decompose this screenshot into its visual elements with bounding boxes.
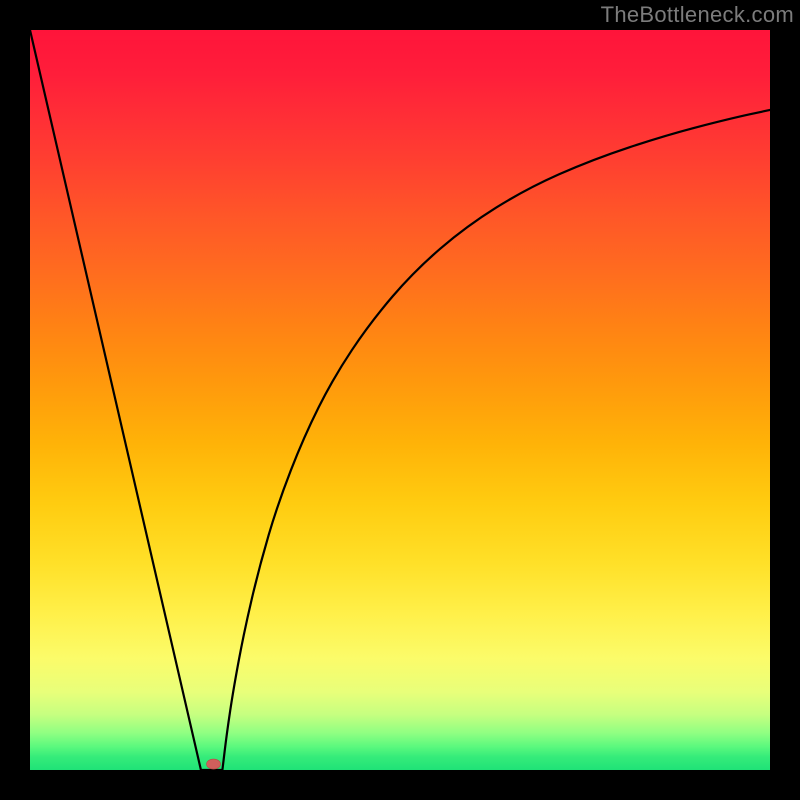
chart-container: TheBottleneck.com [0,0,800,800]
watermark-text: TheBottleneck.com [601,2,794,28]
chart-background [30,30,770,770]
bottleneck-marker [207,759,221,769]
bottleneck-chart [0,0,800,800]
